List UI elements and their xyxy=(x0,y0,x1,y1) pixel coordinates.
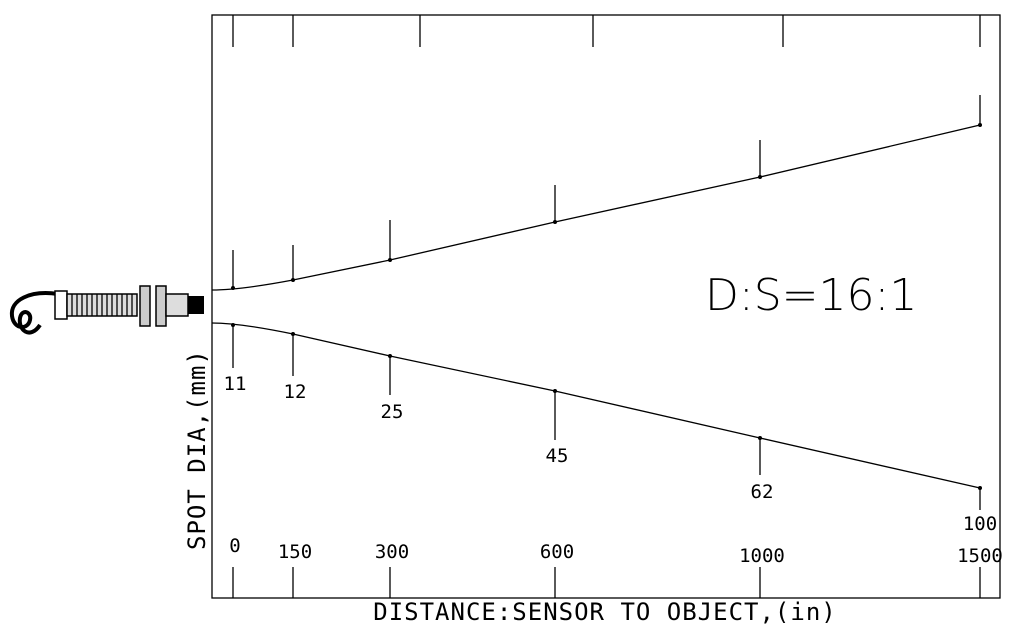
lower-dot xyxy=(388,354,392,358)
distance-label: 300 xyxy=(375,541,409,563)
lower-dot xyxy=(553,389,557,393)
spot-label: 11 xyxy=(224,373,247,395)
upper-dot xyxy=(388,258,392,262)
beam-lower xyxy=(211,322,981,489)
upper-dot xyxy=(291,278,295,282)
lower-dot xyxy=(291,332,295,336)
y-axis-label: SPOT DIA,(mm) xyxy=(183,349,211,550)
distance-label: 0 xyxy=(229,535,240,557)
lower-dot xyxy=(231,323,235,327)
beam-upper xyxy=(211,124,981,291)
distance-label: 150 xyxy=(278,541,312,563)
lower-dot xyxy=(758,436,762,440)
upper-dot xyxy=(978,123,982,127)
lower-dot xyxy=(978,486,982,490)
spot-label: 100 xyxy=(963,513,997,535)
sensor xyxy=(9,285,204,335)
frame xyxy=(211,14,1001,599)
spot-label: 45 xyxy=(546,445,569,467)
upper-dot xyxy=(553,220,557,224)
distance-label: 1000 xyxy=(739,545,785,567)
upper-dot xyxy=(758,175,762,179)
ratio-label: D:S=16:1 xyxy=(705,270,917,321)
spot-label: 62 xyxy=(751,481,774,503)
distance-label: 600 xyxy=(540,541,574,563)
spot-label: 12 xyxy=(284,381,307,403)
upper-dot xyxy=(231,286,235,290)
x-axis-label: DISTANCE:SENSOR TO OBJECT,(in) xyxy=(373,598,836,626)
spot-label: 25 xyxy=(381,401,404,423)
distance-label: 1500 xyxy=(957,545,1003,567)
